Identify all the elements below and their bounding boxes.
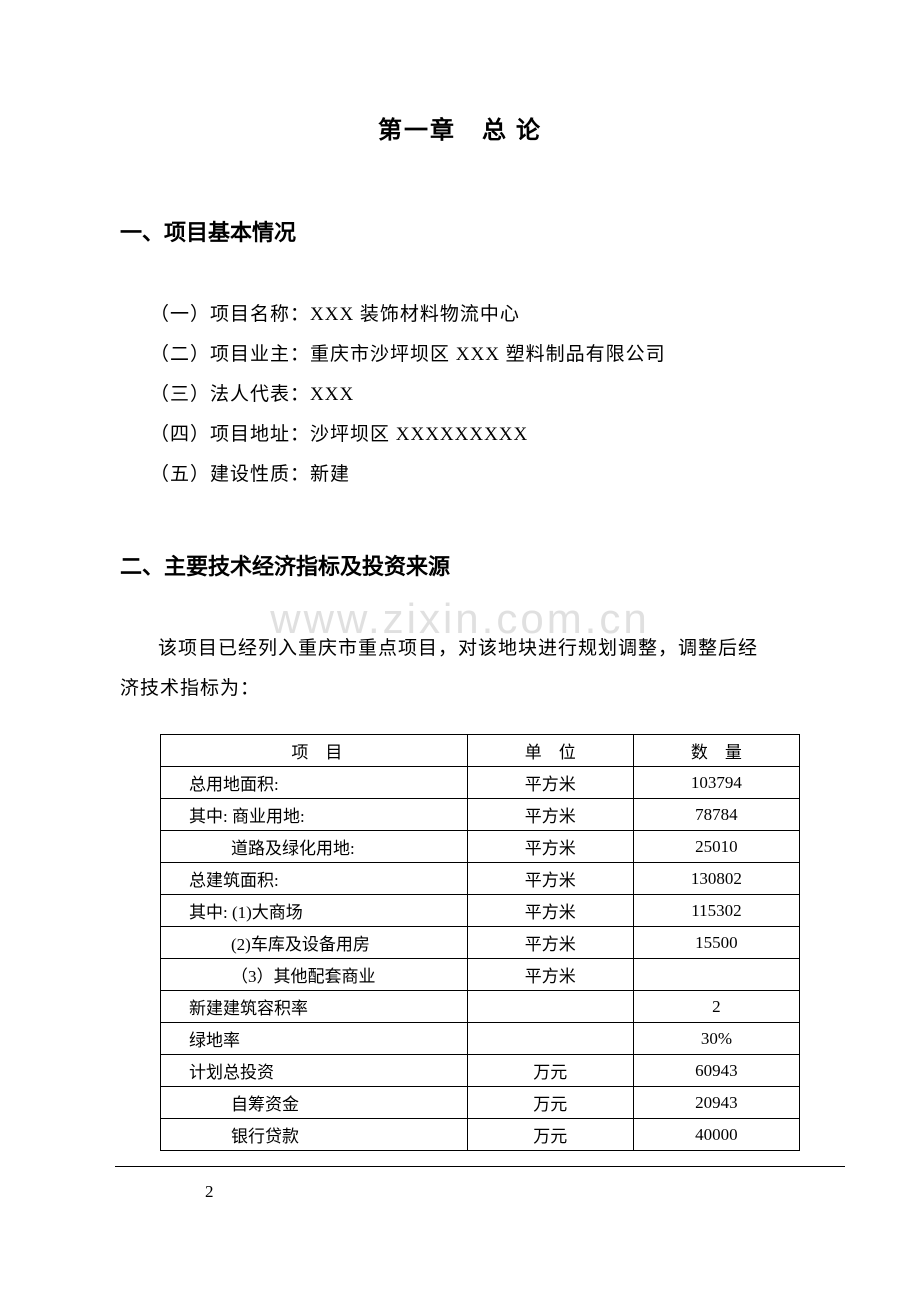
th-unit: 单 位 (467, 735, 633, 767)
table-row: 其中: 商业用地:平方米78784 (161, 799, 800, 831)
cell-item: 总用地面积: (161, 767, 468, 799)
cell-item: （3）其他配套商业 (161, 959, 468, 991)
cell-item: 绿地率 (161, 1023, 468, 1055)
cell-qty: 20943 (633, 1087, 799, 1119)
info-item: （三）法人代表：XXX (150, 375, 830, 415)
cell-qty (633, 959, 799, 991)
cell-item: 其中: (1)大商场 (161, 895, 468, 927)
cell-unit (467, 991, 633, 1023)
cell-qty: 78784 (633, 799, 799, 831)
info-item: （五）建设性质：新建 (150, 455, 830, 495)
table-row: 绿地率 30% (161, 1023, 800, 1055)
table-row: 自筹资金万元20943 (161, 1087, 800, 1119)
table-row: 计划总投资万元60943 (161, 1055, 800, 1087)
cell-unit: 平方米 (467, 959, 633, 991)
cell-item: 新建建筑容积率 (161, 991, 468, 1023)
cell-qty: 115302 (633, 895, 799, 927)
cell-item: 银行贷款 (161, 1119, 468, 1151)
chapter-title: 第一章 总 论 (90, 110, 830, 145)
info-item: （四）项目地址：沙坪坝区 XXXXXXXXX (150, 415, 830, 455)
cell-qty: 15500 (633, 927, 799, 959)
cell-item: 自筹资金 (161, 1087, 468, 1119)
cell-unit (467, 1023, 633, 1055)
indicators-table: 项 目 单 位 数 量 总用地面积:平方米103794其中: 商业用地:平方米7… (160, 734, 800, 1151)
cell-qty: 103794 (633, 767, 799, 799)
table-row: 道路及绿化用地:平方米25010 (161, 831, 800, 863)
cell-item: 计划总投资 (161, 1055, 468, 1087)
table-row: 总用地面积:平方米103794 (161, 767, 800, 799)
cell-qty: 40000 (633, 1119, 799, 1151)
cell-item: 道路及绿化用地: (161, 831, 468, 863)
table-row: 其中: (1)大商场平方米115302 (161, 895, 800, 927)
footer-divider (115, 1166, 845, 1167)
cell-unit: 万元 (467, 1119, 633, 1151)
cell-unit: 平方米 (467, 863, 633, 895)
cell-qty: 130802 (633, 863, 799, 895)
cell-unit: 平方米 (467, 767, 633, 799)
page-number: 2 (205, 1182, 214, 1202)
section1-heading: 一、项目基本情况 (90, 215, 830, 247)
paragraph-line2: 济技术指标为： (120, 669, 820, 709)
cell-qty: 60943 (633, 1055, 799, 1087)
table-row: 银行贷款万元40000 (161, 1119, 800, 1151)
cell-item: (2)车库及设备用房 (161, 927, 468, 959)
project-info-list: （一）项目名称：XXX 装饰材料物流中心 （二）项目业主：重庆市沙坪坝区 XXX… (90, 295, 830, 494)
table-row: 总建筑面积:平方米130802 (161, 863, 800, 895)
info-item: （一）项目名称：XXX 装饰材料物流中心 (150, 295, 830, 335)
cell-unit: 万元 (467, 1087, 633, 1119)
cell-unit: 平方米 (467, 927, 633, 959)
table-row: (2)车库及设备用房平方米15500 (161, 927, 800, 959)
th-qty: 数 量 (633, 735, 799, 767)
th-item: 项 目 (161, 735, 468, 767)
table-header-row: 项 目 单 位 数 量 (161, 735, 800, 767)
paragraph-line1: 该项目已经列入重庆市重点项目，对该地块进行规划调整，调整后经 (158, 638, 758, 659)
section2-paragraph: 该项目已经列入重庆市重点项目，对该地块进行规划调整，调整后经 济技术指标为： (90, 629, 830, 709)
cell-unit: 平方米 (467, 895, 633, 927)
table-row: 新建建筑容积率 2 (161, 991, 800, 1023)
cell-item: 总建筑面积: (161, 863, 468, 895)
cell-item: 其中: 商业用地: (161, 799, 468, 831)
cell-unit: 平方米 (467, 831, 633, 863)
cell-unit: 平方米 (467, 799, 633, 831)
table-row: （3）其他配套商业平方米 (161, 959, 800, 991)
cell-unit: 万元 (467, 1055, 633, 1087)
info-item: （二）项目业主：重庆市沙坪坝区 XXX 塑料制品有限公司 (150, 335, 830, 375)
cell-qty: 2 (633, 991, 799, 1023)
cell-qty: 25010 (633, 831, 799, 863)
cell-qty: 30% (633, 1023, 799, 1055)
section2-heading: 二、主要技术经济指标及投资来源 (90, 549, 830, 581)
